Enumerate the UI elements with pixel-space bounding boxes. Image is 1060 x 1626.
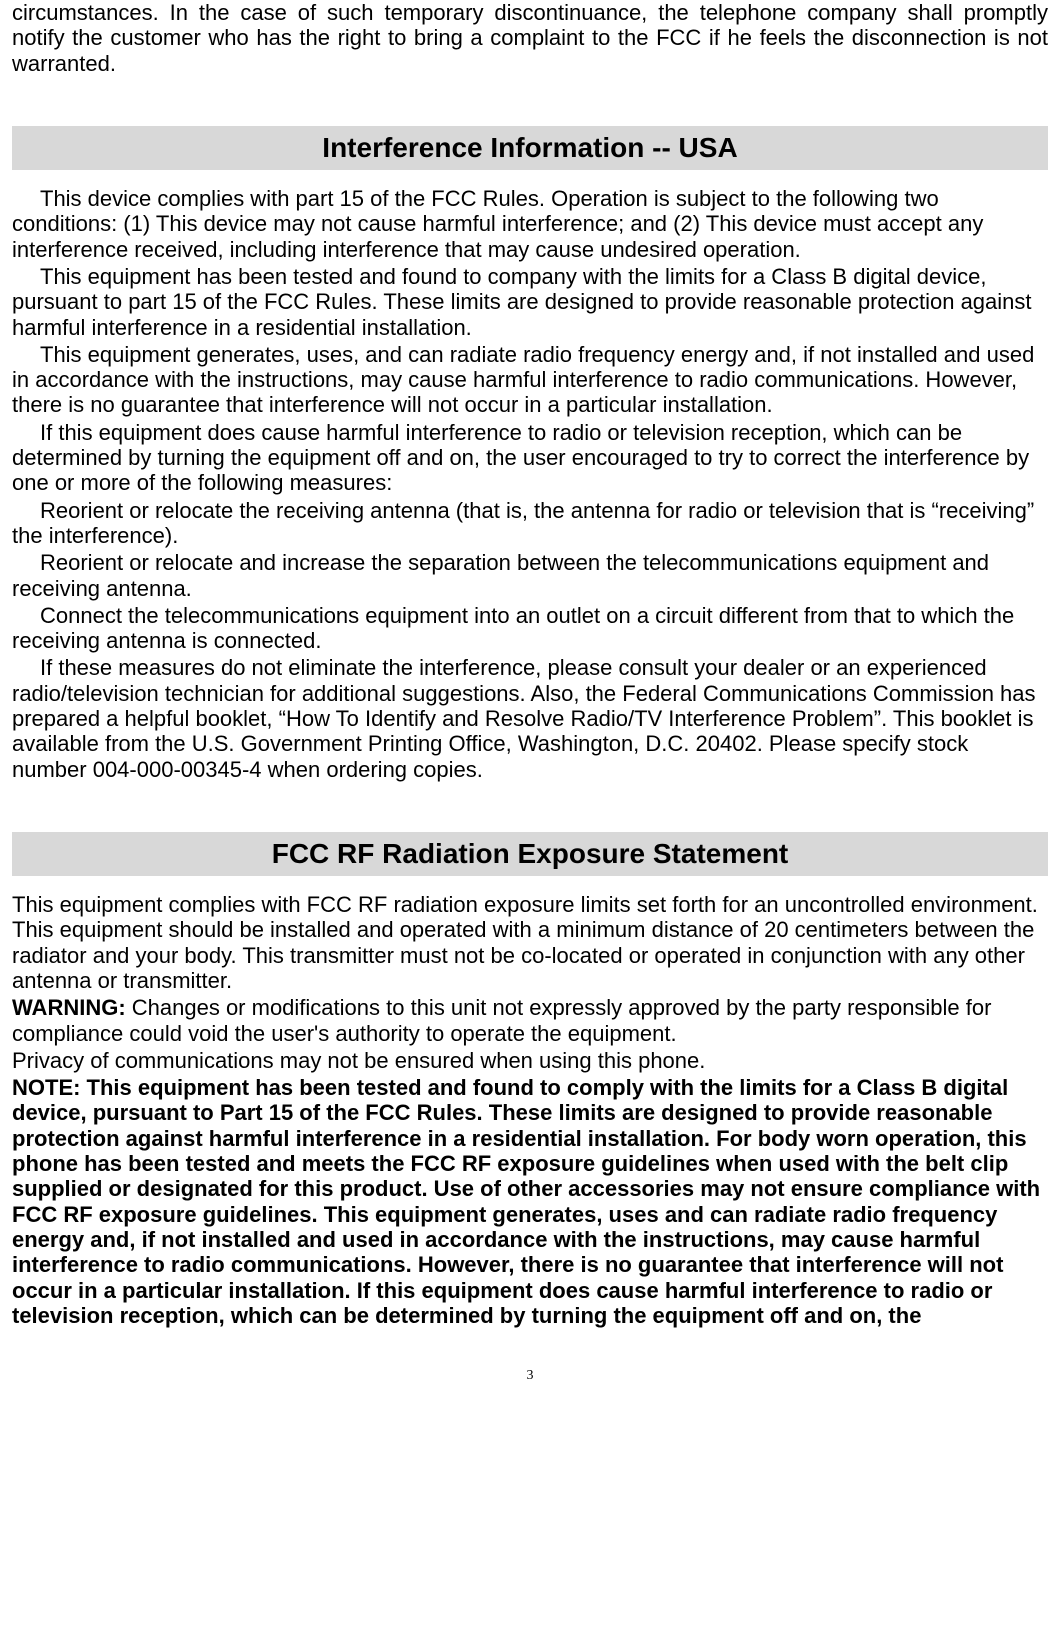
section2-heading: FCC RF Radiation Exposure Statement [12, 832, 1048, 876]
section1-p2: This equipment has been tested and found… [12, 264, 1048, 340]
section2-p3: Privacy of communications may not be ens… [12, 1048, 1048, 1073]
section1-heading: Interference Information -- USA [12, 126, 1048, 170]
section1-p5: Reorient or relocate the receiving anten… [12, 498, 1048, 549]
section2-warning: WARNING: Changes or modifications to thi… [12, 995, 1048, 1046]
section1-p4: If this equipment does cause harmful int… [12, 420, 1048, 496]
section2-p1: This equipment complies with FCC RF radi… [12, 892, 1048, 993]
section1-p7: Connect the telecommunications equipment… [12, 603, 1048, 654]
warning-label: WARNING: [12, 995, 126, 1020]
section2-note: NOTE: This equipment has been tested and… [12, 1075, 1048, 1328]
page-number: 3 [12, 1368, 1048, 1384]
section1-p8: If these measures do not eliminate the i… [12, 655, 1048, 781]
intro-paragraph: circumstances. In the case of such tempo… [12, 0, 1048, 76]
section1-p3: This equipment generates, uses, and can … [12, 342, 1048, 418]
section1-p6: Reorient or relocate and increase the se… [12, 550, 1048, 601]
warning-text: Changes or modifications to this unit no… [12, 995, 991, 1045]
section1-p1: This device complies with part 15 of the… [12, 186, 1048, 262]
